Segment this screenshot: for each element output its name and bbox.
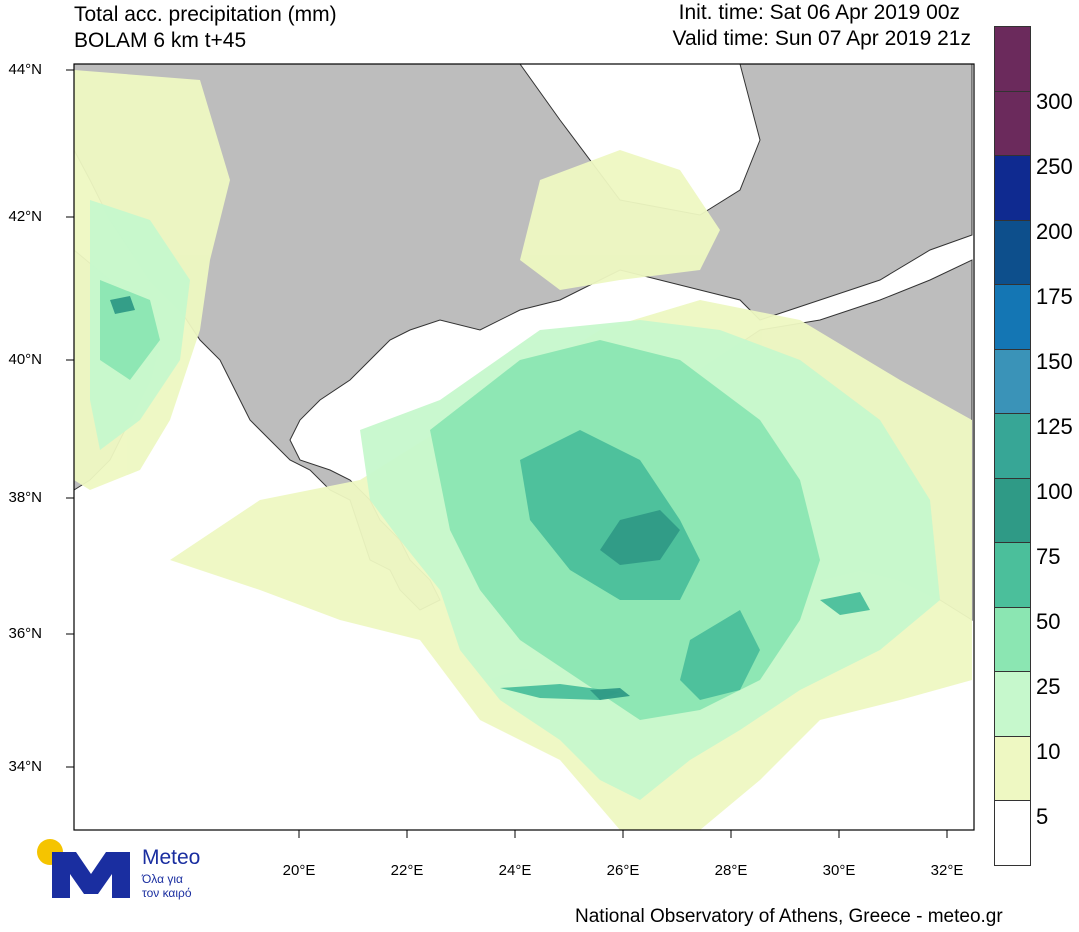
legend-swatch (995, 607, 1030, 673)
legend-label: 25 (1036, 674, 1061, 699)
m-logo-icon (52, 852, 130, 898)
lat-label-34n: 34°N (8, 758, 42, 775)
legend-swatch (995, 220, 1030, 286)
lat-ticks (66, 69, 74, 768)
legend-swatch (995, 736, 1030, 802)
legend-swatch (995, 801, 1030, 865)
color-legend (994, 26, 1031, 866)
model-subtitle: BOLAM 6 km t+45 (74, 29, 247, 52)
logo-tagline-line1: Όλα για (142, 872, 183, 886)
lat-label-40n: 40°N (8, 351, 42, 368)
init-time: Init. time: Sat 06 Apr 2019 00z (678, 1, 960, 24)
logo-tagline: Όλα για τον καιρό (142, 872, 192, 900)
lon-label-22e: 22°E (390, 862, 424, 879)
legend-swatch (995, 27, 1030, 92)
valid-time: Valid time: Sun 07 Apr 2019 21z (672, 27, 971, 50)
lat-label-38n: 38°N (8, 489, 42, 506)
legend-swatch (995, 543, 1030, 608)
legend-label: 125 (1036, 414, 1073, 439)
logo-name: Meteo (142, 846, 201, 869)
lon-label-32e: 32°E (930, 862, 964, 879)
legend-label: 75 (1036, 544, 1061, 569)
legend-swatch (995, 156, 1030, 221)
legend-label: 300 (1036, 89, 1073, 114)
legend-swatch (995, 414, 1030, 479)
legend-label: 175 (1036, 284, 1073, 309)
lon-label-28e: 28°E (714, 862, 748, 879)
lon-label-24e: 24°E (498, 862, 532, 879)
lon-label-30e: 30°E (822, 862, 856, 879)
lat-label-44n: 44°N (8, 61, 42, 78)
legend-label: 5 (1036, 804, 1049, 829)
legend-label: 50 (1036, 609, 1061, 634)
legend-label: 150 (1036, 349, 1073, 374)
legend-label: 100 (1036, 479, 1073, 504)
legend-swatch (995, 285, 1030, 350)
legend-label: 200 (1036, 219, 1073, 244)
logo-tagline-line2: τον καιρό (142, 886, 192, 900)
legend-swatch (995, 91, 1030, 157)
legend-label: 10 (1036, 739, 1061, 764)
meteo-logo (37, 839, 130, 898)
lon-ticks (298, 830, 948, 838)
lon-label-20e: 20°E (282, 862, 316, 879)
legend-swatch (995, 349, 1030, 415)
lat-label-36n: 36°N (8, 625, 42, 642)
map-title: Total acc. precipitation (mm) (74, 3, 337, 26)
legend-label: 250 (1036, 154, 1073, 179)
footer-credit: National Observatory of Athens, Greece -… (575, 906, 1003, 927)
lat-label-42n: 42°N (8, 208, 42, 225)
precip-field-100 (110, 296, 680, 700)
legend-swatch (995, 672, 1030, 737)
legend-swatch (995, 478, 1030, 544)
lon-label-26e: 26°E (606, 862, 640, 879)
map-frame (73, 63, 975, 831)
